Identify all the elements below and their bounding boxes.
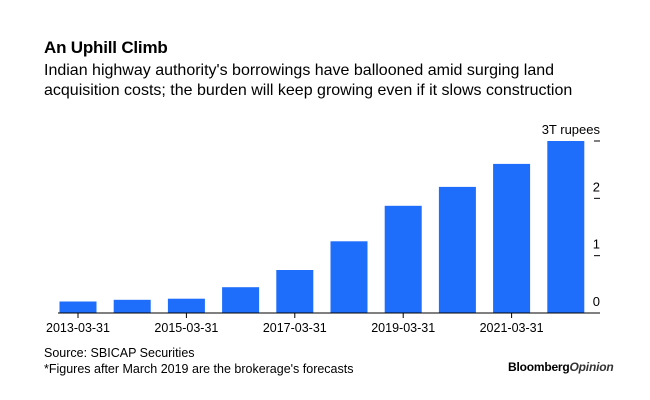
brand-sub: Opinion bbox=[569, 360, 614, 374]
source-notes: Source: SBICAP Securities *Figures after… bbox=[44, 345, 354, 377]
x-tick-label: 2019-03-31 bbox=[371, 321, 435, 335]
bar-2022-03-31 bbox=[547, 141, 585, 313]
y-tick-label: 0 bbox=[593, 294, 600, 309]
chart-subtitle: Indian highway authority's borrowings ha… bbox=[44, 62, 573, 99]
bar-2021-03-31 bbox=[493, 163, 531, 313]
bar-2015-03-31 bbox=[167, 298, 205, 313]
bar-2017-03-31 bbox=[276, 270, 314, 313]
bar-2014-03-31 bbox=[113, 299, 151, 313]
x-tick-label: 2013-03-31 bbox=[46, 321, 110, 335]
x-tick-label: 2017-03-31 bbox=[263, 321, 327, 335]
bar-2016-03-31 bbox=[222, 287, 260, 313]
bar-2018-03-31 bbox=[330, 241, 368, 313]
brand-main: Bloomberg bbox=[508, 360, 570, 374]
x-axis: 2013-03-31 2015-03-31 2017-03-31 2019-03-31… bbox=[46, 313, 544, 335]
y-tick-label: 3T rupees bbox=[542, 122, 601, 137]
bloomberg-opinion-logo: BloombergOpinion bbox=[508, 360, 614, 374]
bars-group bbox=[59, 141, 585, 313]
y-tick-label: 2 bbox=[593, 179, 600, 194]
source-text: Source: SBICAP Securities bbox=[44, 346, 195, 360]
bar-2019-03-31 bbox=[384, 205, 422, 313]
bar-2020-03-31 bbox=[438, 186, 476, 313]
y-tick-label: 1 bbox=[593, 237, 600, 252]
forecast-note: *Figures after March 2019 are the broker… bbox=[44, 362, 354, 376]
bar-2013-03-31 bbox=[59, 301, 97, 313]
chart-title: An Uphill Climb bbox=[44, 38, 168, 57]
x-tick-label: 2015-03-31 bbox=[154, 321, 218, 335]
y-axis: 0 1 2 3T rupees bbox=[542, 122, 601, 314]
x-tick-label: 2021-03-31 bbox=[480, 321, 544, 335]
